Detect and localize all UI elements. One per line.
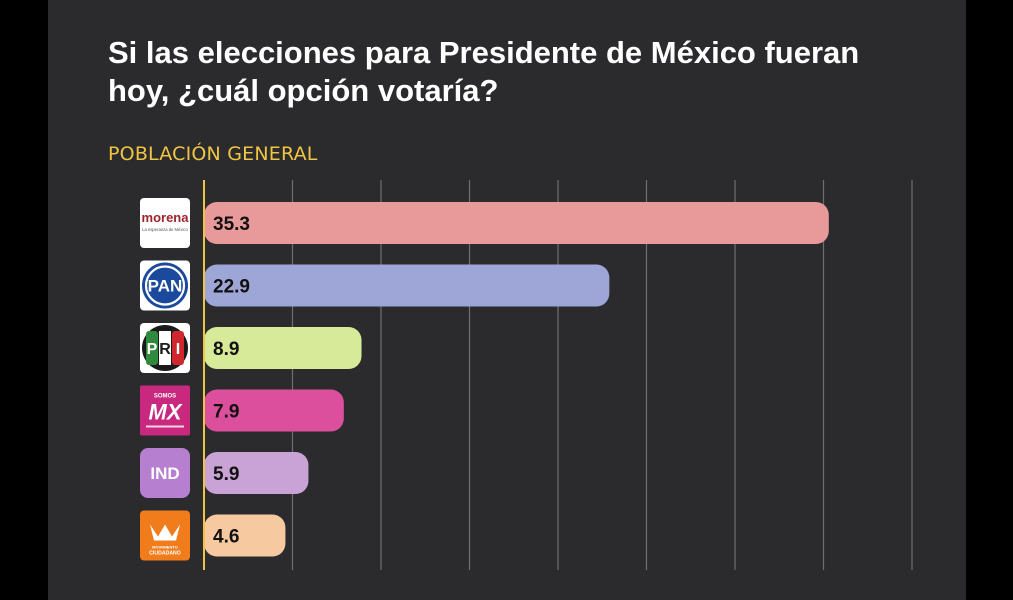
bars: 35.3 22.9 8.9 7.9 5.9 4.6: [204, 202, 829, 557]
svg-text:IND: IND: [150, 464, 179, 483]
bar-value-label: 7.9: [213, 402, 239, 423]
pan-logo: PAN: [140, 260, 190, 311]
bar-value-label: 8.9: [213, 339, 239, 360]
bar: [204, 327, 362, 369]
svg-text:R: R: [159, 341, 171, 358]
bar: [204, 452, 309, 494]
ind-logo: IND: [140, 448, 190, 498]
bar-value-label: 35.3: [213, 214, 250, 235]
bar-chart: 35.3 22.9 8.9 7.9 5.9 4.6 morena La esperanza …: [140, 180, 913, 570]
chart-subtitle: POBLACIÓN GENERAL: [108, 143, 318, 165]
morena-logo: morena La esperanza de México: [140, 198, 190, 248]
chart-title: Si las elecciones para Presidente de Méx…: [108, 35, 860, 108]
svg-text:P: P: [147, 341, 158, 358]
bar: [204, 389, 344, 432]
svg-text:PAN: PAN: [148, 277, 183, 296]
svg-text:I: I: [176, 341, 180, 358]
svg-text:CIUDADANO: CIUDADANO: [149, 551, 181, 557]
bar: [204, 264, 610, 307]
bar: [204, 514, 286, 557]
bar-value-label: 5.9: [213, 464, 239, 485]
svg-text:morena: morena: [142, 210, 190, 225]
gridlines: [291, 180, 913, 570]
bar-value-label: 4.6: [213, 527, 239, 548]
svg-text:MX: MX: [149, 400, 183, 425]
svg-text:MOVIMIENTO: MOVIMIENTO: [152, 545, 178, 550]
svg-text:SOMOS: SOMOS: [154, 394, 176, 400]
bar-value-label: 22.9: [213, 277, 250, 298]
svg-text:La esperanza de México: La esperanza de México: [142, 227, 188, 232]
bar: [204, 202, 829, 244]
